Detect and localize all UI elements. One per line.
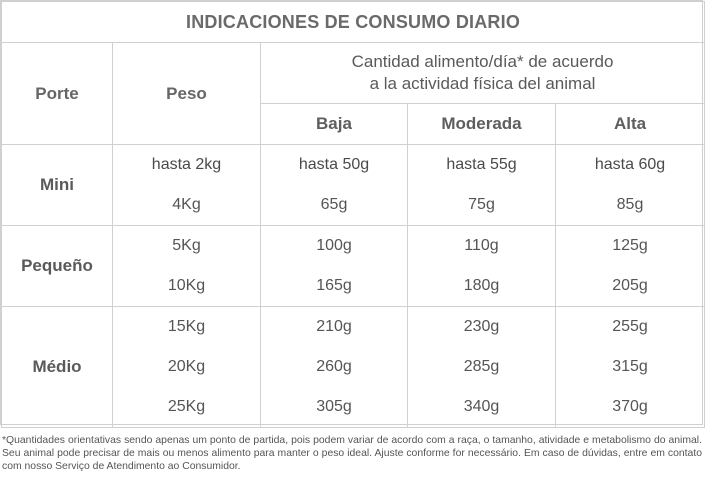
header-quantity: Cantidad alimento/día* de acuerdo a la a… xyxy=(259,42,705,104)
weight-cell: 15Kg 20Kg 25Kg xyxy=(112,306,261,428)
weight-cell: hasta 2kg 4Kg xyxy=(112,144,261,226)
high-value: hasta 60g xyxy=(594,156,666,173)
high-value: 125g xyxy=(612,237,648,254)
size-label: Pequeño xyxy=(1,225,113,307)
low-value: hasta 50g xyxy=(298,156,370,173)
header-quantity-line1: Cantidad alimento/día* de acuerdo xyxy=(351,52,614,71)
low-value: 65g xyxy=(320,196,348,213)
weight-value: 4Kg xyxy=(172,196,201,213)
consumption-table: INDICACIONES DE CONSUMO DIARIO Porte Pes… xyxy=(0,1,705,428)
high-cell: hasta 60g 85g xyxy=(554,144,705,226)
table-row: Médio 15Kg 20Kg 25Kg 210g 260g 305g 230g… xyxy=(1,306,705,428)
moderate-value: 75g xyxy=(468,196,495,213)
weight-value: 20Kg xyxy=(167,358,206,375)
weight-value: 25Kg xyxy=(167,398,206,415)
weight-cell: 5Kg 10Kg xyxy=(112,225,261,307)
moderate-value: 230g xyxy=(463,318,500,335)
high-value: 85g xyxy=(616,196,644,213)
header-weight: Peso xyxy=(112,42,261,145)
moderate-cell: 230g 285g 340g xyxy=(407,306,556,428)
table-row: Pequeño 5Kg 10Kg 100g 165g 110g 180g 125… xyxy=(1,225,705,307)
high-value: 315g xyxy=(612,358,648,375)
header-moderate: Moderada xyxy=(407,103,556,145)
moderate-value: 340g xyxy=(463,398,500,415)
low-value: 165g xyxy=(316,277,352,294)
low-cell: hasta 50g 65g xyxy=(260,144,408,226)
high-value: 370g xyxy=(612,398,648,415)
moderate-value: 180g xyxy=(463,277,500,294)
moderate-cell: 110g 180g xyxy=(407,225,556,307)
consumption-table-frame: INDICACIONES DE CONSUMO DIARIO Porte Pes… xyxy=(0,0,705,428)
low-value: 100g xyxy=(316,237,352,254)
table-title: INDICACIONES DE CONSUMO DIARIO xyxy=(0,1,705,43)
table-row: Mini hasta 2kg 4Kg hasta 50g 65g hasta 5… xyxy=(1,144,705,226)
weight-value: 5Kg xyxy=(172,237,201,254)
header-high: Alta xyxy=(554,103,705,145)
header-quantity-line2: a la actividad física del animal xyxy=(369,74,596,93)
header-low: Baja xyxy=(260,103,408,145)
size-label: Médio xyxy=(1,306,113,428)
moderate-value: 110g xyxy=(464,237,499,254)
weight-value: 10Kg xyxy=(167,277,206,294)
low-value: 260g xyxy=(316,358,352,375)
high-cell: 125g 205g xyxy=(554,225,705,307)
high-value: 255g xyxy=(612,318,648,335)
low-cell: 210g 260g 305g xyxy=(260,306,408,428)
moderate-value: 285g xyxy=(463,358,500,375)
low-value: 305g xyxy=(316,398,352,415)
low-value: 210g xyxy=(316,318,352,335)
size-label: Mini xyxy=(1,144,113,226)
header-size: Porte xyxy=(1,42,113,145)
high-value: 205g xyxy=(612,277,648,294)
moderate-cell: hasta 55g 75g xyxy=(407,144,556,226)
weight-value: hasta 2kg xyxy=(151,156,222,173)
moderate-value: hasta 55g xyxy=(446,156,517,173)
weight-value: 15Kg xyxy=(167,318,206,335)
high-cell: 255g 315g 370g xyxy=(554,306,705,428)
footnote: *Quantidades orientativas sendo apenas u… xyxy=(2,435,702,472)
low-cell: 100g 165g xyxy=(260,225,408,307)
